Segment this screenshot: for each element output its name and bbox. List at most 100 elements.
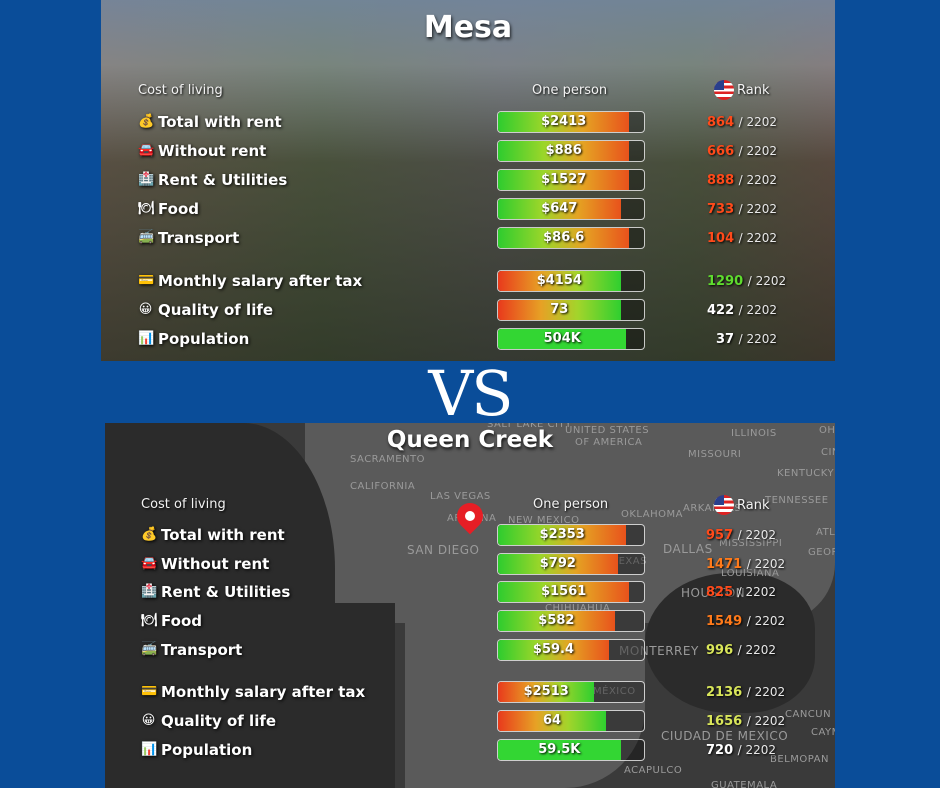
rank-number: 720 <box>706 743 734 758</box>
map-label: CIUDAD DE MEXICO <box>661 729 789 743</box>
rank-value: 888 / 2202 <box>707 169 777 191</box>
mesa-panel: Mesa Cost of living One person Rank 💰 Tot… <box>101 0 835 361</box>
rank-number: 1471 <box>706 557 743 572</box>
value-bar-fill <box>498 170 630 190</box>
map-label: GEORGIA <box>808 547 835 558</box>
stat-label: 💰 Total with rent <box>138 111 282 133</box>
rank-total: / 2202 <box>738 332 777 346</box>
stat-label-text: Quality of life <box>161 712 277 730</box>
value-bar: $59.4 <box>497 639 645 661</box>
stat-label-text: Population <box>161 741 253 759</box>
money-bag-icon: 💰 <box>141 527 158 542</box>
map-label: TEXAS <box>612 556 647 567</box>
rank-number: 1549 <box>706 614 743 629</box>
map-label: MONTERREY <box>619 644 699 658</box>
population-icon: 📊 <box>141 742 158 757</box>
map-label: ACAPULCO <box>624 765 683 776</box>
value-bar-fill <box>498 582 630 602</box>
car-icon: 🚘 <box>141 556 158 571</box>
map-label: BELMOPAN <box>770 754 829 765</box>
food-icon: 🍽 <box>141 613 158 628</box>
stat-label-text: Rent & Utilities <box>158 171 288 189</box>
rank-total: / 2202 <box>746 714 786 728</box>
rank-total: / 2202 <box>738 303 778 317</box>
rank-value: 666 / 2202 <box>707 140 777 162</box>
map-label: GUATEMALA <box>711 780 778 788</box>
stat-label-text: Without rent <box>158 142 267 160</box>
map-label: MÉXICO <box>593 686 636 697</box>
rank-total: / 2202 <box>747 274 787 288</box>
map-label: ILLINOIS <box>731 428 777 439</box>
value-bar: 64 <box>497 710 645 732</box>
rank-total: / 2202 <box>737 643 777 657</box>
map-label: TENNESSEE <box>765 495 829 506</box>
stat-label: 💳 Monthly salary after tax <box>138 270 362 292</box>
map-label: MISSOURI <box>688 449 742 460</box>
rank-value: 720 / 2202 <box>706 739 776 761</box>
stat-label: 🏥 Rent & Utilities <box>138 169 287 191</box>
map-label: ATLANTA <box>816 527 835 538</box>
header-rank-label: Rank <box>737 497 770 513</box>
stat-label: 📊 Population <box>138 328 249 350</box>
value-bar: $86.6 <box>497 227 645 249</box>
stat-row: 💰 Total with rent $2413 864 / 2202 <box>101 111 835 133</box>
bus-icon: 🚎 <box>141 642 158 657</box>
value-bar: $1527 <box>497 169 645 191</box>
map-label: CALIFORNIA <box>350 481 416 492</box>
rank-value: 1290 / 2202 <box>707 270 786 292</box>
money-bag-icon: 💰 <box>138 114 155 129</box>
rank-value: 825 / 2202 <box>706 581 776 603</box>
value-bar-text: $59.4 <box>532 642 575 657</box>
stat-row: 💰 Total with rent $2353 957 / 2202 <box>105 524 835 546</box>
map-label: KENTUCKY <box>777 468 835 479</box>
stat-row: 📊 Population 504K 37 / 2202 <box>101 328 835 350</box>
rank-total: / 2202 <box>746 685 786 699</box>
value-bar-text: 59.5K <box>538 742 581 757</box>
stat-row: 💳 Monthly salary after tax $4154 1290 / 220… <box>101 270 835 292</box>
us-flag-icon <box>714 80 734 100</box>
stat-label-text: Transport <box>161 641 243 659</box>
stat-row: 🏥 Rent & Utilities $1527 888 / 2202 <box>101 169 835 191</box>
value-bar-fill <box>498 228 630 248</box>
value-bar-fill <box>498 554 618 574</box>
rank-number: 1290 <box>707 274 744 289</box>
stat-label-text: Monthly salary after tax <box>158 272 363 290</box>
value-bar: 73 <box>497 299 645 321</box>
map-label: ARKANSAS <box>683 503 742 514</box>
stat-label-text: Population <box>158 330 250 348</box>
stat-label-text: Food <box>161 612 202 630</box>
header-cost-of-living: Cost of living <box>138 83 223 98</box>
value-bar: $4154 <box>497 270 645 292</box>
value-bar-text: $86.6 <box>543 230 585 245</box>
value-bar-fill <box>498 300 621 320</box>
stat-row: 🚘 Without rent $886 666 / 2202 <box>101 140 835 162</box>
value-bar-text: 64 <box>542 713 562 728</box>
value-bar: 504K <box>497 328 645 350</box>
value-bar: 59.5K <box>497 739 645 761</box>
value-bar-text: 504K <box>543 331 581 346</box>
header-rank: Rank <box>714 80 769 100</box>
stat-label: 🚎 Transport <box>138 227 239 249</box>
value-bar-text: $4154 <box>536 273 582 288</box>
rank-number: 864 <box>707 115 735 130</box>
stat-label-text: Total with rent <box>161 526 285 544</box>
value-bar: $2413 <box>497 111 645 133</box>
map-label: SALT LAKE CITY <box>487 423 572 430</box>
stat-label: 😀 Quality of life <box>141 710 276 732</box>
rank-value: 37 / 2202 <box>707 328 777 350</box>
value-bar-fill <box>498 611 615 631</box>
stat-label: 🏥 Rent & Utilities <box>141 581 290 603</box>
map-label: SAN DIEGO <box>407 543 480 557</box>
stat-label: 🍽 Food <box>141 610 202 632</box>
stat-label-text: Transport <box>158 229 240 247</box>
value-bar-text: $647 <box>541 201 578 216</box>
rank-value: 1471 / 2202 <box>706 553 785 575</box>
map-label: CANCUN <box>785 709 832 720</box>
rank-total: / 2202 <box>746 557 786 571</box>
rank-number: 825 <box>706 585 734 600</box>
stat-row: 🍽 Food $582 1549 / 2202 <box>105 610 835 632</box>
value-bar-text: 73 <box>550 302 569 317</box>
stat-row: 🏥 Rent & Utilities $1561 825 / 2202 <box>105 581 835 603</box>
stat-label: 💳 Monthly salary after tax <box>141 681 365 703</box>
header-rank-label: Rank <box>737 82 770 98</box>
